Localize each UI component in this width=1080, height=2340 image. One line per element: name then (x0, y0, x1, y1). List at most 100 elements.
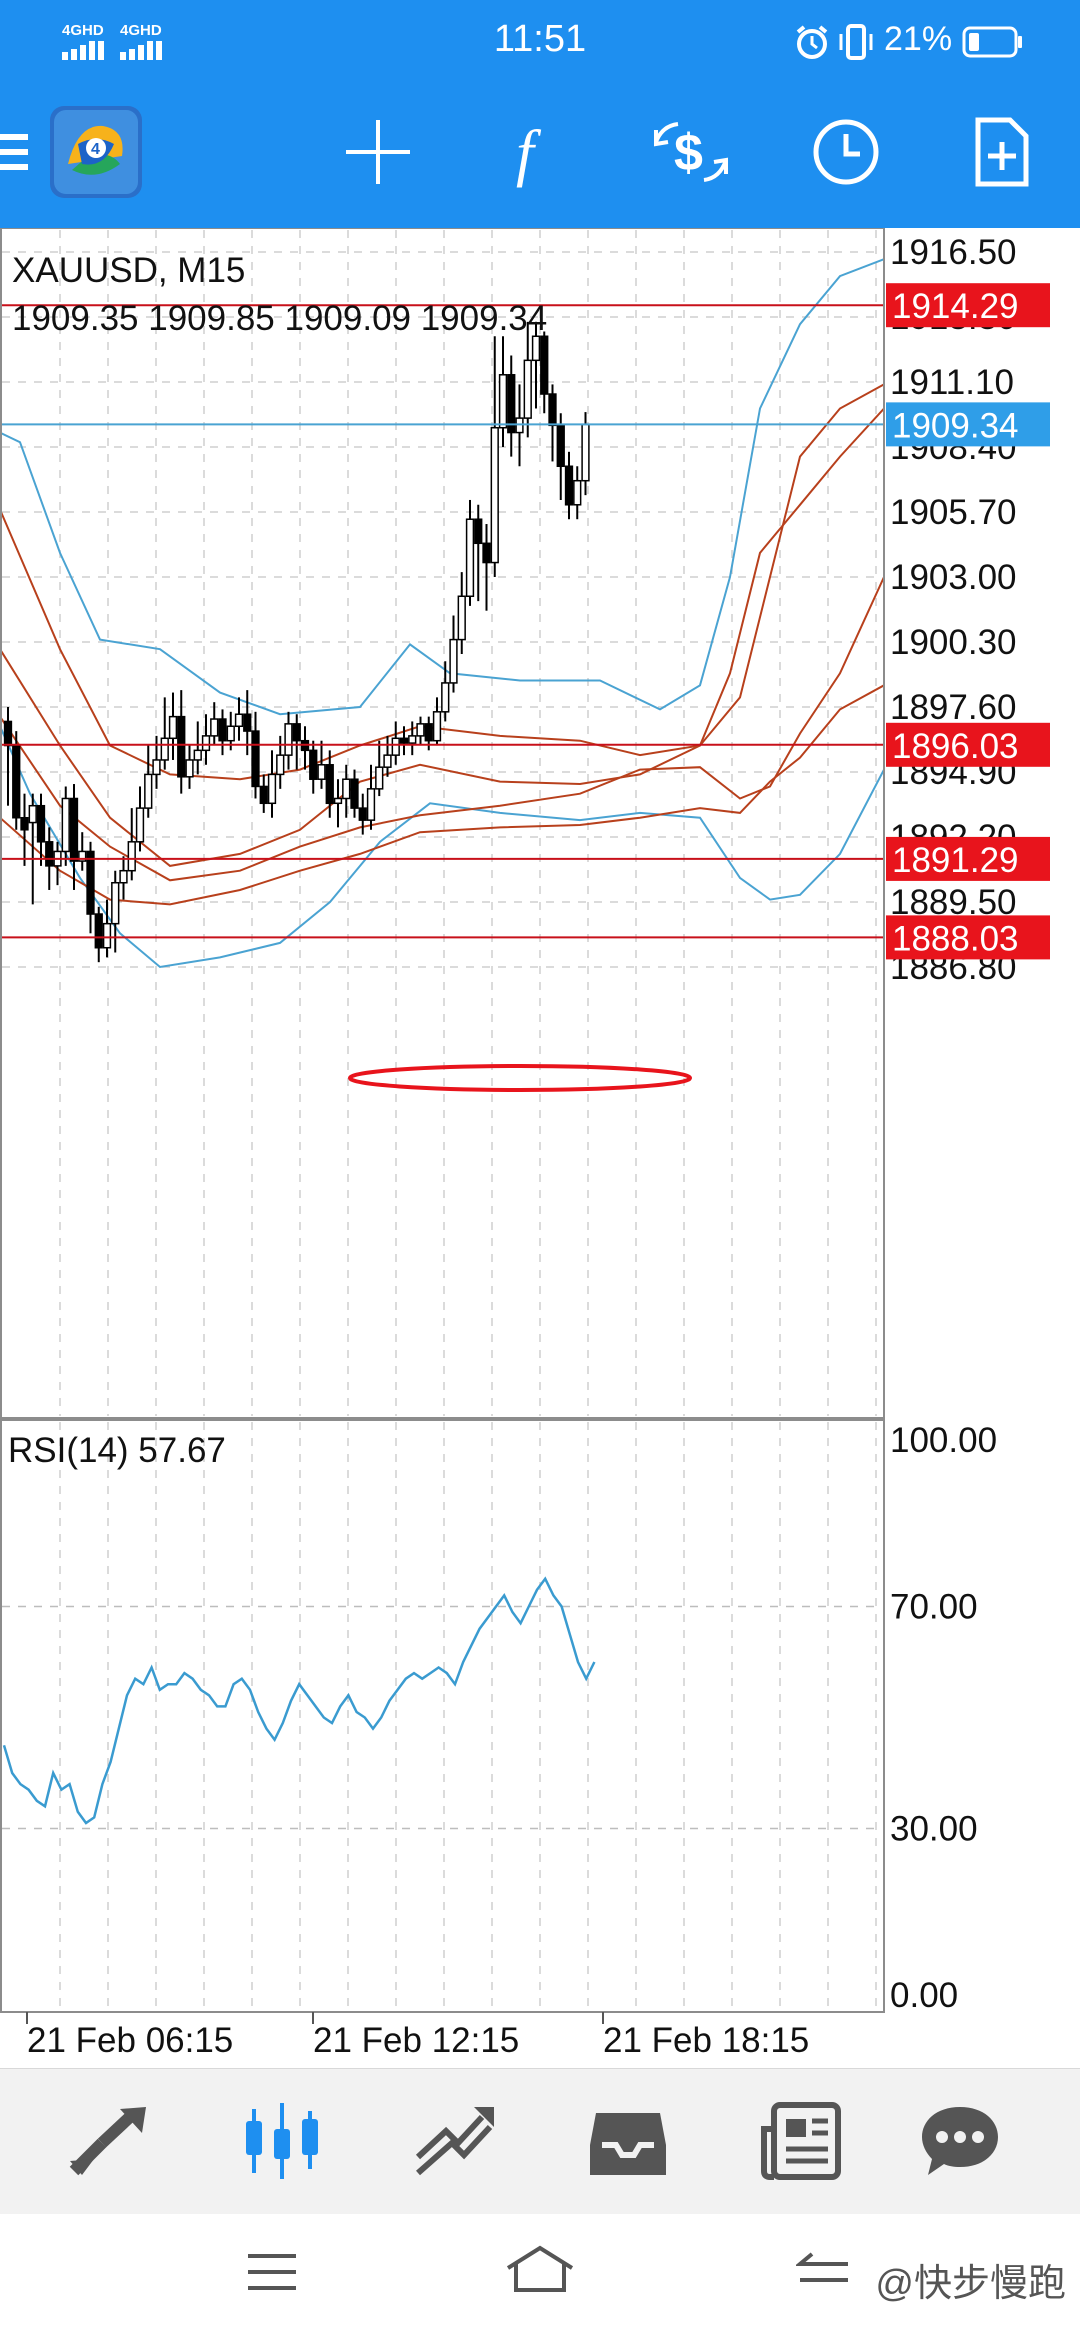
status-time: 11:51 (493, 18, 587, 60)
level-tag-label: 1914.29 (892, 287, 1019, 326)
level-tag-label: 1909.34 (892, 406, 1019, 445)
candle-body (325, 764, 334, 805)
candle-body (424, 723, 433, 742)
level-tags: 1914.29 1909.34 1896.03 1891.29 1888.03 (886, 283, 1050, 960)
candle-body (474, 518, 483, 545)
main-plot-frame (0, 228, 885, 1419)
candle-body (243, 713, 252, 732)
candle-body (119, 869, 128, 884)
candle-body (441, 682, 450, 713)
trade-nav-icon[interactable] (412, 2103, 496, 2184)
candle-body (408, 735, 417, 744)
candle-body (449, 638, 458, 684)
candle-body (36, 804, 46, 843)
candle-body (573, 479, 582, 506)
candle-body (284, 723, 293, 756)
home-icon[interactable] (504, 2244, 576, 2301)
candle-body (581, 423, 590, 482)
time-axis: 21 Feb 06:15 21 Feb 12:15 21 Feb 18:15 (26, 2012, 809, 2060)
price-chart[interactable]: 1916.501913.801911.101908.401905.701903.… (0, 228, 1080, 2068)
messages-icon[interactable] (918, 2101, 1002, 2186)
ohlc-values: 1909.35 1909.85 1909.09 1909.34 (12, 299, 547, 338)
recents-icon[interactable] (244, 2250, 300, 2299)
candle-body (317, 764, 326, 780)
candle-body (556, 424, 565, 468)
candle-body (3, 720, 13, 747)
candle-body (160, 737, 169, 761)
clock-icon[interactable] (806, 112, 886, 192)
level-tag (886, 722, 1050, 767)
back-icon[interactable] (794, 2250, 852, 2299)
candle-body (78, 850, 87, 862)
indicator-line (0, 407, 884, 867)
svg-text:f: f (516, 117, 542, 188)
level-tag (886, 402, 1050, 447)
candle-body (457, 595, 466, 641)
candle-body (144, 773, 153, 809)
rsi-tick-label: 100.00 (890, 1421, 997, 1460)
crosshair-icon[interactable] (338, 112, 418, 192)
candle-body (152, 759, 161, 776)
level-tag-label: 1896.03 (892, 727, 1019, 766)
horizontal-levels[interactable] (2, 304, 884, 939)
candle-body (342, 778, 351, 800)
level-tag (886, 283, 1050, 328)
signal-label-1: 4GHD (62, 22, 104, 39)
menu-icon[interactable] (0, 112, 68, 192)
watermark: @快步慢跑 (875, 2263, 1066, 2305)
function-icon[interactable]: f (494, 112, 574, 192)
candle-body (193, 749, 202, 761)
support-ellipse (348, 1064, 692, 1092)
indicator-line (0, 383, 884, 781)
price-tick-label: 1916.50 (890, 233, 1017, 272)
new-document-icon[interactable] (962, 112, 1042, 192)
rsi-title: RSI(14) 57.67 (8, 1431, 226, 1470)
candle-body (391, 737, 400, 756)
indicator-line (0, 725, 884, 969)
candle-body (234, 713, 244, 728)
time-tick-label: 21 Feb 12:15 (313, 2021, 519, 2060)
candle-body (490, 426, 499, 564)
candle-body (251, 730, 260, 788)
svg-text:$: $ (674, 124, 703, 182)
candle-body (507, 374, 516, 434)
candle-body (201, 735, 211, 752)
candle-body (375, 766, 384, 790)
price-tick-label: 1897.60 (890, 688, 1017, 727)
bottom-navigation (0, 2068, 1080, 2215)
level-tag-label: 1888.03 (892, 919, 1019, 958)
candle-body (309, 749, 318, 780)
metatrader-logo[interactable]: 4 (48, 104, 144, 200)
rsi-plot-frame (0, 1419, 885, 2013)
svg-text:4: 4 (91, 141, 100, 158)
alarm-icon (794, 24, 830, 65)
trade-icon[interactable]: $ (648, 112, 728, 192)
chart-icon[interactable] (240, 2099, 324, 2188)
signal-bars-1-icon (62, 40, 110, 65)
candle-body (28, 804, 37, 824)
candle-body (111, 881, 120, 925)
news-icon[interactable] (760, 2099, 844, 2188)
quotes-icon[interactable] (66, 2103, 150, 2184)
candle-body (12, 744, 21, 819)
price-tick-label: 1905.70 (890, 493, 1017, 532)
rsi-line (2, 1576, 596, 1825)
candle-body (498, 374, 508, 429)
system-navigation (0, 2214, 1080, 2340)
signal-label-2: 4GHD (120, 22, 162, 39)
rsi-axis: 100.00 70.00 30.00 0.00 (890, 1421, 997, 2015)
candle-body (531, 335, 541, 362)
signal-bars-2-icon (120, 40, 168, 65)
candle-body (276, 754, 285, 776)
battery-icon (962, 26, 1024, 63)
candle-body (465, 518, 475, 598)
level-tag (886, 836, 1050, 881)
candle-body (366, 788, 376, 821)
candle-body (135, 807, 145, 843)
candle-body (218, 718, 227, 742)
candle-body (69, 797, 79, 862)
candle-body (210, 718, 219, 737)
history-icon[interactable] (586, 2101, 670, 2186)
candle-body (523, 359, 532, 419)
level-tag (886, 915, 1050, 960)
